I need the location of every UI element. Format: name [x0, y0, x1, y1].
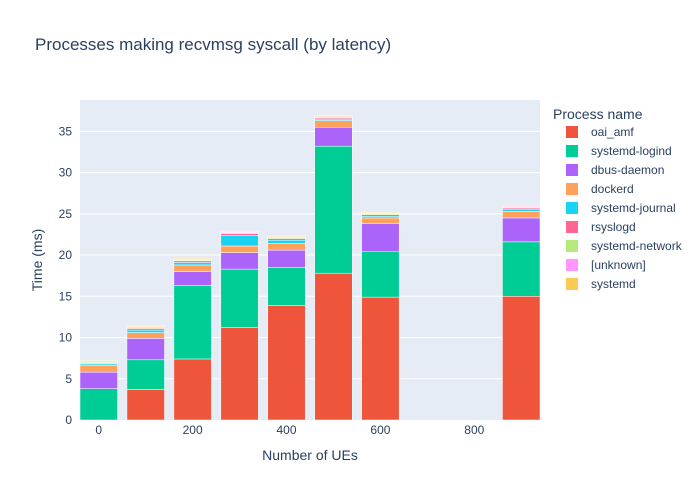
- bar-segment[interactable]: [79, 365, 118, 373]
- bar-segment[interactable]: [173, 258, 212, 260]
- legend-swatch: [566, 164, 578, 176]
- bar-segment[interactable]: [502, 211, 541, 219]
- legend-item[interactable]: systemd: [566, 277, 636, 291]
- bar-segment[interactable]: [314, 115, 353, 117]
- y-axis-ticks: 0 5 10 15 20 25 30 35: [59, 124, 73, 427]
- bar-segment[interactable]: [79, 360, 118, 362]
- y-tick-label: 10: [59, 331, 73, 345]
- y-tick-label: 35: [59, 124, 73, 138]
- legend-label: dockerd: [591, 182, 634, 196]
- legend-swatch: [566, 126, 578, 138]
- bar-segment[interactable]: [314, 126, 353, 147]
- bar-segment[interactable]: [220, 327, 259, 421]
- bar-segment[interactable]: [267, 267, 306, 306]
- y-tick-label: 25: [59, 207, 73, 221]
- x-tick-label: 0: [95, 423, 102, 437]
- legend-swatch: [566, 259, 578, 271]
- legend-label: dbus-daemon: [591, 163, 664, 177]
- bar-segment[interactable]: [173, 285, 212, 360]
- chart-title: Processes making recvmsg syscall (by lat…: [35, 35, 391, 54]
- legend-label: [unknown]: [591, 258, 646, 272]
- bar-segment[interactable]: [361, 211, 400, 214]
- bar-segment[interactable]: [173, 358, 212, 421]
- legend-item[interactable]: systemd-logind: [566, 144, 672, 158]
- bar-segment[interactable]: [173, 264, 212, 272]
- legend-item[interactable]: rsyslogd: [566, 220, 636, 234]
- bar-segment[interactable]: [267, 305, 306, 421]
- x-axis-ticks: 0 200 400 600 800: [95, 423, 484, 437]
- bar-segment[interactable]: [267, 239, 306, 244]
- bar-segment[interactable]: [314, 145, 353, 274]
- bar-segment[interactable]: [361, 217, 400, 224]
- legend-title: Process name: [553, 106, 643, 122]
- bar-segment[interactable]: [267, 249, 306, 268]
- y-tick-label: 20: [59, 248, 73, 262]
- y-tick-label: 0: [65, 413, 72, 427]
- bar-segment[interactable]: [502, 217, 541, 243]
- x-tick-label: 800: [464, 423, 484, 437]
- bar-segment[interactable]: [314, 120, 353, 128]
- legend-swatch: [566, 202, 578, 214]
- legend-item[interactable]: dbus-daemon: [566, 163, 664, 177]
- legend-swatch: [566, 278, 578, 290]
- bar-segment[interactable]: [502, 296, 541, 421]
- bar-segment[interactable]: [79, 388, 118, 421]
- bar-segment[interactable]: [126, 332, 165, 339]
- legend-swatch: [566, 183, 578, 195]
- legend-item[interactable]: systemd-journal: [566, 201, 676, 215]
- y-tick-label: 30: [59, 166, 73, 180]
- y-tick-label: 5: [65, 372, 72, 386]
- legend-label: systemd-journal: [591, 201, 676, 215]
- legend-swatch: [566, 145, 578, 157]
- legend-swatch: [566, 240, 578, 252]
- x-tick-label: 600: [370, 423, 390, 437]
- legend-item[interactable]: [unknown]: [566, 258, 646, 272]
- bar-segment[interactable]: [220, 268, 259, 328]
- x-axis-title: Number of UEs: [262, 447, 358, 463]
- legend-label: systemd-logind: [591, 144, 672, 158]
- legend-item[interactable]: oai_amf: [566, 125, 634, 139]
- legend-label: systemd-network: [591, 239, 683, 253]
- bar-segment[interactable]: [126, 359, 165, 390]
- bar-segment[interactable]: [126, 329, 165, 333]
- legend-label: oai_amf: [591, 125, 634, 139]
- bar-segment[interactable]: [361, 251, 400, 298]
- x-tick-label: 400: [277, 423, 297, 437]
- y-axis-title: Time (ms): [29, 229, 45, 291]
- y-tick-label: 15: [59, 289, 73, 303]
- bars[interactable]: [79, 115, 541, 421]
- x-tick-label: 200: [183, 423, 203, 437]
- legend-swatch: [566, 221, 578, 233]
- legend-label: rsyslogd: [591, 220, 636, 234]
- bar-segment[interactable]: [220, 245, 259, 253]
- bar-segment[interactable]: [220, 230, 259, 233]
- bar-segment[interactable]: [126, 338, 165, 361]
- bar-segment[interactable]: [126, 389, 165, 421]
- bar-segment[interactable]: [361, 296, 400, 421]
- legend-label: systemd: [591, 277, 636, 291]
- bar-segment[interactable]: [173, 262, 212, 266]
- bar-segment[interactable]: [267, 235, 306, 238]
- bar-segment[interactable]: [267, 243, 306, 251]
- bar-segment[interactable]: [220, 235, 259, 247]
- bar-segment[interactable]: [502, 205, 541, 207]
- bar-segment[interactable]: [220, 252, 259, 270]
- bar-segment[interactable]: [126, 325, 165, 328]
- legend-item[interactable]: systemd-network: [566, 239, 683, 253]
- legend-item[interactable]: dockerd: [566, 182, 634, 196]
- bar-segment[interactable]: [361, 223, 400, 253]
- bar-segment[interactable]: [79, 371, 118, 389]
- legend[interactable]: Process name oai_amf systemd-logind dbus-d…: [553, 106, 683, 291]
- bar-segment[interactable]: [314, 272, 353, 421]
- bar-segment[interactable]: [502, 241, 541, 297]
- bar-segment[interactable]: [173, 271, 212, 286]
